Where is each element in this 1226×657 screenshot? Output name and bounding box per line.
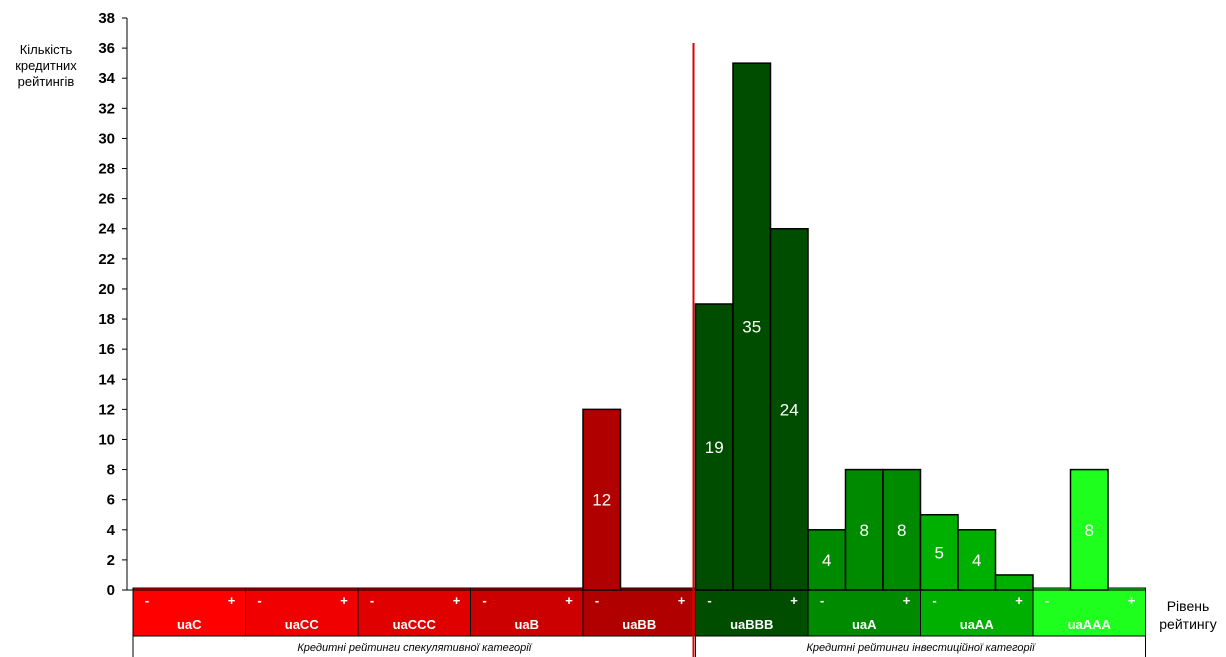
bar-uaAA- <box>919 513 959 591</box>
y-tick-label: 38 <box>98 10 115 27</box>
bar-uaBBB- <box>694 303 734 591</box>
y-tick-label: 8 <box>107 462 115 479</box>
band-plus-label: + <box>340 593 348 608</box>
band-plus-label: + <box>678 593 686 608</box>
y-tick-label: 22 <box>98 251 115 268</box>
y-tick-label: 24 <box>98 221 115 238</box>
bar-uaBBB <box>732 62 772 591</box>
rating-band-uaB <box>470 587 584 637</box>
band-minus-label: - <box>257 593 261 608</box>
band-label-uaA: uaA <box>852 617 877 632</box>
bar-uaBB- <box>582 408 622 591</box>
band-label-uaB: uaB <box>514 617 539 632</box>
bar-data-label: 4 <box>822 551 831 570</box>
bar-data-label: 8 <box>860 521 869 540</box>
rating-band-uaBB <box>582 587 696 637</box>
y-tick-label: 36 <box>98 40 115 57</box>
bar-uaA- <box>807 529 847 591</box>
bar-uaAA <box>957 529 997 591</box>
band-minus-label: - <box>820 593 824 608</box>
y-tick-label: 34 <box>98 70 115 87</box>
category-band-1 <box>695 635 1146 657</box>
y-tick-label: 28 <box>98 161 115 178</box>
band-minus-label: - <box>145 593 149 608</box>
band-minus-label: - <box>370 593 374 608</box>
bar-data-label: 5 <box>935 543 944 562</box>
category-band-label: Кредитні рейтинги спекулятивної категорі… <box>297 642 532 654</box>
y-axis-title: Кількість кредитних рейтингів <box>15 42 77 89</box>
bar-data-label: 12 <box>592 491 611 510</box>
band-plus-label: + <box>453 593 461 608</box>
y-tick-label: 6 <box>107 492 115 509</box>
y-tick-label: 26 <box>98 191 115 208</box>
y-tick-label: 10 <box>98 431 115 448</box>
rating-band-uaAA <box>920 587 1034 637</box>
band-plus-label: + <box>1128 593 1136 608</box>
bar-data-label: 8 <box>897 521 906 540</box>
y-tick-label: 0 <box>107 582 115 599</box>
band-label-uaCC: uaCC <box>285 617 320 632</box>
bar-data-label: 8 <box>1085 521 1094 540</box>
bar-uaBBB+ <box>769 227 809 591</box>
band-label-uaC: uaC <box>177 617 202 632</box>
bar-data-label: 19 <box>705 438 724 457</box>
band-minus-label: - <box>932 593 936 608</box>
band-plus-label: + <box>790 593 798 608</box>
band-minus-label: - <box>707 593 711 608</box>
band-label-uaBB: uaBB <box>622 617 656 632</box>
y-tick-label: 2 <box>107 552 115 569</box>
bar-uaAA+ <box>994 574 1034 591</box>
y-tick-label: 14 <box>98 371 115 388</box>
y-tick-label: 20 <box>98 281 115 298</box>
bar-data-label: 35 <box>742 318 761 337</box>
band-label-uaAAA: uaAAA <box>1068 617 1112 632</box>
y-tick-label: 30 <box>98 130 115 147</box>
x-axis-title: Рівень рейтингу <box>1159 598 1217 632</box>
category-band-label: Кредитні рейтинги інвестиційної категорі… <box>806 642 1036 654</box>
y-tick-label: 16 <box>98 341 115 358</box>
y-tick-label: 18 <box>98 311 115 328</box>
bar-data-label: 4 <box>972 551 981 570</box>
band-minus-label: - <box>1045 593 1049 608</box>
band-label-uaBBB: uaBBB <box>730 617 773 632</box>
band-minus-label: - <box>595 593 599 608</box>
rating-band-uaCCC <box>357 587 471 637</box>
bar-uaA <box>844 468 884 591</box>
band-plus-label: + <box>903 593 911 608</box>
band-minus-label: - <box>482 593 486 608</box>
band-label-uaAA: uaAA <box>960 617 995 632</box>
y-tick-label: 12 <box>98 401 115 418</box>
band-plus-label: + <box>565 593 573 608</box>
y-tick-label: 4 <box>107 522 116 539</box>
y-tick-label: 32 <box>98 100 115 117</box>
bar-data-label: 24 <box>780 400 799 419</box>
band-plus-label: + <box>228 593 236 608</box>
band-plus-label: + <box>1015 593 1023 608</box>
rating-band-uaAAA <box>1032 587 1146 637</box>
band-label-uaCCC: uaCCC <box>393 617 437 632</box>
